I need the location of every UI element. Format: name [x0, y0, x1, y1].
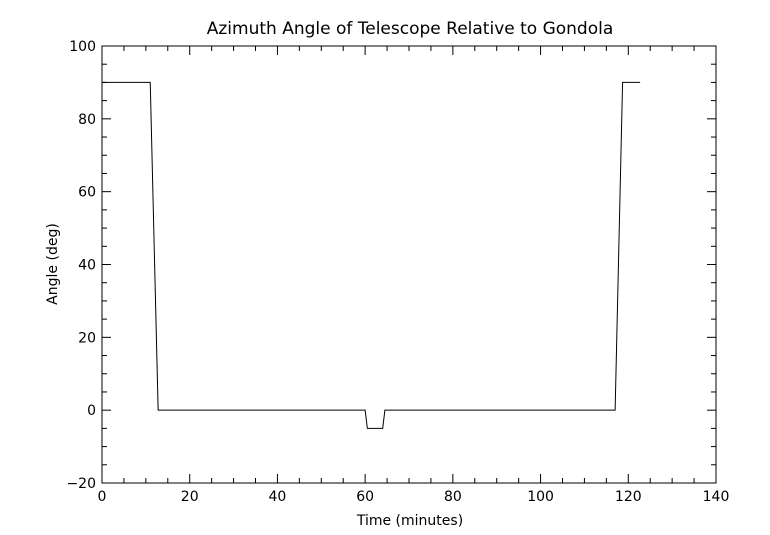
x-tick-label: 80 [444, 489, 462, 505]
x-tick-label: 100 [527, 489, 554, 505]
x-tick-label: 120 [615, 489, 642, 505]
chart-title: Azimuth Angle of Telescope Relative to G… [207, 19, 614, 39]
series-line [102, 81, 641, 429]
y-axis-label: Angle (deg) [45, 223, 61, 305]
plot-frame [101, 45, 717, 484]
y-tick-label: 100 [69, 39, 96, 55]
x-tick-label: 20 [181, 489, 199, 505]
x-tick-label: 0 [98, 489, 107, 505]
y-tick-label: −20 [66, 476, 96, 492]
y-tick-label: 80 [78, 112, 96, 128]
axis-ticks [101, 45, 717, 484]
y-tick-label: 40 [78, 258, 96, 274]
y-tick-label: 20 [78, 330, 96, 346]
y-tick-label: 0 [87, 403, 96, 419]
x-tick-label: 40 [269, 489, 287, 505]
y-tick-label: 60 [78, 185, 96, 201]
x-tick-label: 140 [703, 489, 730, 505]
x-tick-label: 60 [356, 489, 374, 505]
x-axis-label: Time (minutes) [356, 513, 463, 529]
